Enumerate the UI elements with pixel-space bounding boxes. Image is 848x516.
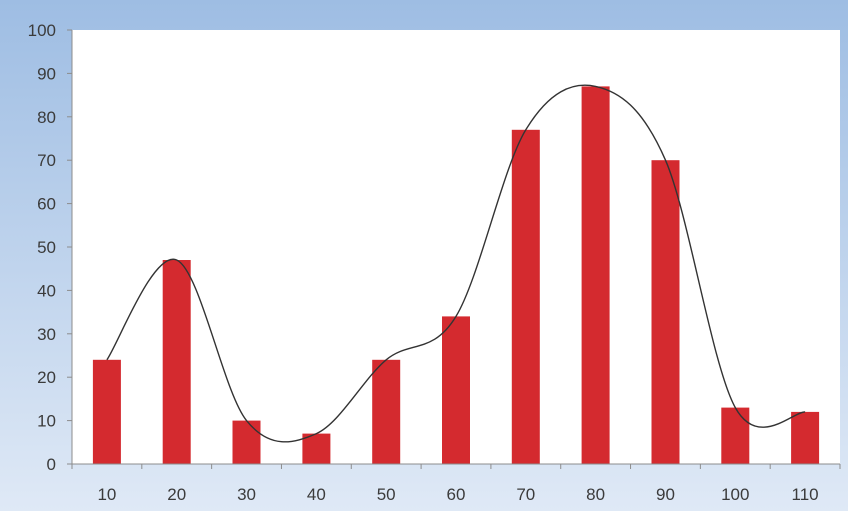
labels-layer: 0 10 20 30 40 50 60 70 80 90 100 10 20 30 40 50 60 70 80 90… (28, 21, 819, 504)
bar-50 (372, 359, 401, 464)
x-tick-label-50: 50 (377, 485, 396, 504)
y-tick-label-50: 50 (37, 238, 56, 257)
x-tick-label-40: 40 (307, 485, 326, 504)
bar-100 (721, 407, 750, 464)
bar-80 (581, 86, 610, 465)
bars-layer (92, 86, 820, 465)
axes-layer (67, 29, 841, 469)
x-tick-label-80: 80 (586, 485, 605, 504)
bar-60 (442, 316, 470, 464)
bar-40 (302, 433, 331, 464)
bar-110 (791, 411, 820, 464)
bar-90 (651, 160, 680, 464)
y-tick-label-0: 0 (47, 455, 56, 474)
x-tick-label-100: 100 (721, 485, 749, 504)
y-tick-label-90: 90 (37, 64, 56, 83)
x-tick-label-110: 110 (792, 485, 819, 504)
y-tick-label-80: 80 (37, 108, 56, 127)
bar-70 (511, 129, 540, 465)
x-tick-label-20: 20 (167, 485, 186, 504)
x-tick-label-90: 90 (656, 485, 675, 504)
bar-20 (162, 260, 191, 464)
bar-30 (232, 420, 261, 464)
y-tick-label-70: 70 (37, 151, 56, 170)
curve-layer (106, 84, 806, 443)
y-tick-label-100: 100 (28, 21, 56, 40)
x-tick-label-10: 10 (97, 485, 116, 504)
trend-curve (106, 84, 806, 443)
y-tick-label-30: 30 (37, 325, 56, 344)
y-tick-label-10: 10 (37, 412, 56, 431)
y-tick-label-20: 20 (37, 368, 56, 387)
x-tick-label-60: 60 (447, 485, 466, 504)
x-tick-label-70: 70 (516, 485, 535, 504)
bar-10 (92, 359, 121, 464)
y-tick-label-60: 60 (37, 195, 56, 214)
x-tick-label-30: 30 (237, 485, 256, 504)
y-tick-label-40: 40 (37, 281, 56, 300)
